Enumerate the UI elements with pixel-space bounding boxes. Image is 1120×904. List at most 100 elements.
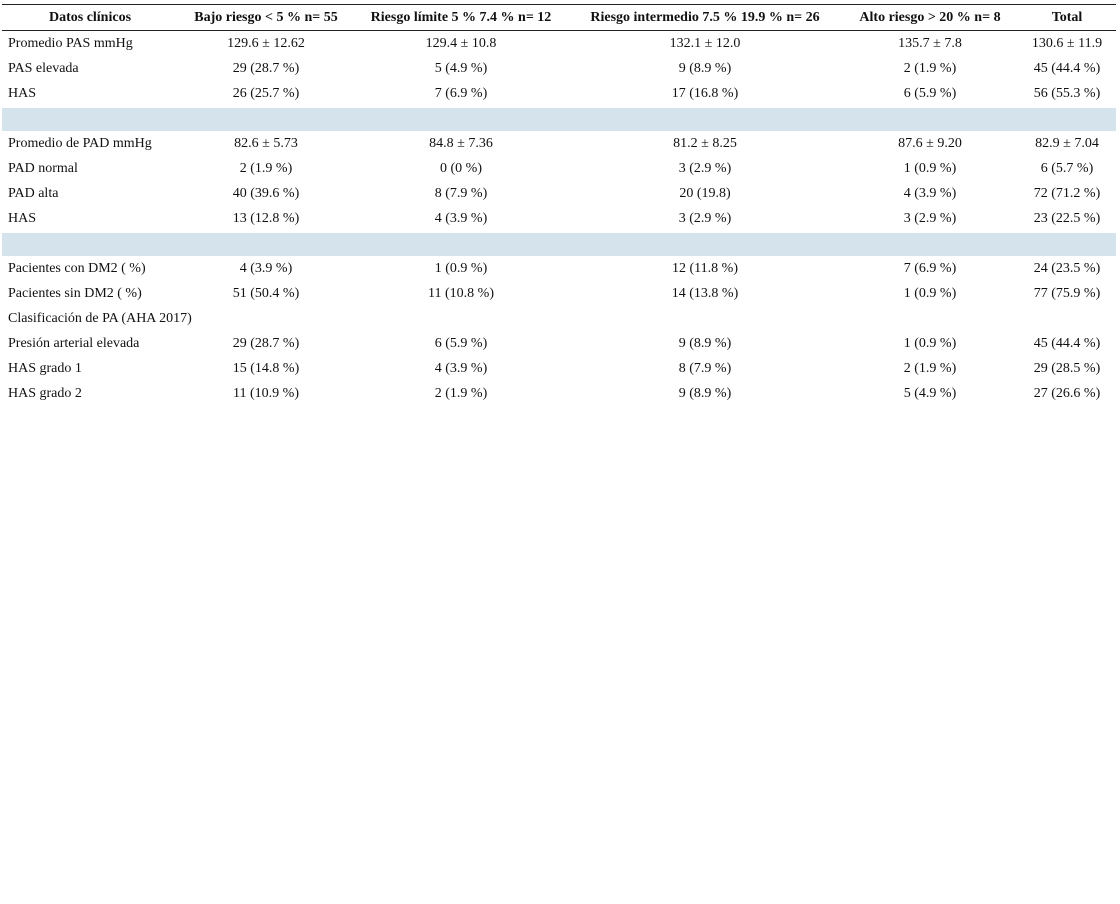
cell: 4 (3.9 %) (434, 210, 488, 226)
cell: 2 (1.9 %) (903, 60, 957, 76)
table-row: HAS 13 (12.8 %) 4 (3.9 %) 3 (2.9 %) 3 (2.9 %… (2, 206, 1116, 232)
cell: 20 (19.8) (679, 185, 731, 201)
table-row: PAD normal 2 (1.9 %) 0 (0 %) 3 (2.9 %) 1 (0.… (2, 156, 1116, 181)
cell: 7 (6.9 %) (903, 260, 957, 276)
row-label: Clasificación de PA (AHA 2017) (8, 310, 192, 326)
row-label: Promedio de PAD mmHg (8, 135, 152, 151)
cell: 3 (2.9 %) (903, 210, 957, 226)
cell: 12 (11.8 %) (672, 260, 738, 276)
header-cell: Datos clínicos (2, 4, 178, 31)
cell: 29 (28.7 %) (232, 335, 300, 351)
cell: 2 (1.9 %) (239, 160, 293, 176)
cell: 129.6 ± 12.62 (227, 35, 305, 51)
cell: 29 (28.7 %) (232, 60, 300, 76)
section-separator (2, 106, 1116, 131)
table-row: HAS grado 2 11 (10.9 %) 2 (1.9 %) 9 (8.9 %)… (2, 381, 1116, 406)
table-row: HAS 26 (25.7 %) 7 (6.9 %) 17 (16.8 %) 6 (5.9… (2, 81, 1116, 107)
cell: 1 (0.9 %) (903, 285, 957, 301)
cell: 26 (25.7 %) (232, 85, 300, 101)
cell: 45 (44.4 %) (1033, 335, 1101, 351)
cell: 40 (39.6 %) (232, 185, 300, 201)
cell: 23 (22.5 %) (1033, 210, 1101, 226)
table-row: Pacientes sin DM2 ( %) 51 (50.4 %) 11 (10.… (2, 281, 1116, 306)
cell: 8 (7.9 %) (434, 185, 488, 201)
header-cell: Alto riesgo > 20 % n= 8 (842, 4, 1018, 31)
header-cell: Total (1018, 4, 1116, 31)
cell: 77 (75.9 %) (1033, 285, 1101, 301)
cell: 3 (2.9 %) (678, 160, 732, 176)
cell: 4 (3.9 %) (903, 185, 957, 201)
cell: 7 (6.9 %) (434, 85, 488, 101)
table-row: Promedio PAS mmHg 129.6 ± 12.62 129.4 ± 10… (2, 31, 1116, 57)
cell: 24 (23.5 %) (1033, 260, 1101, 276)
table-body: Promedio PAS mmHg 129.6 ± 12.62 129.4 ± 10… (2, 31, 1116, 407)
cell: 3 (2.9 %) (678, 210, 732, 226)
cell: 9 (8.9 %) (678, 385, 732, 401)
cell: 51 (50.4 %) (232, 285, 300, 301)
cell: 81.2 ± 8.25 (673, 135, 737, 151)
table-row: Pacientes con DM2 ( %) 4 (3.9 %) 1 (0.9 %)… (2, 256, 1116, 281)
table-row: HAS grado 1 15 (14.8 %) 4 (3.9 %) 8 (7.9 %)… (2, 356, 1116, 381)
cell: 87.6 ± 9.20 (898, 135, 962, 151)
table-row: PAS elevada 29 (28.7 %) 5 (4.9 %) 9 (8.9 %)… (2, 56, 1116, 81)
cell: 84.8 ± 7.36 (429, 135, 493, 151)
table-row: Promedio de PAD mmHg 82.6 ± 5.73 84.8 ± 7.… (2, 131, 1116, 156)
row-label: PAD normal (8, 160, 78, 176)
cell: 2 (1.9 %) (434, 385, 488, 401)
cell: 0 (0 %) (440, 160, 482, 176)
cell: 1 (0.9 %) (903, 335, 957, 351)
row-label: Presión arterial elevada (8, 335, 140, 351)
cell: 14 (13.8 %) (671, 285, 739, 301)
row-label: HAS (8, 210, 37, 226)
table-row: Clasificación de PA (AHA 2017) (2, 306, 1116, 331)
cell: 129.4 ± 10.8 (425, 35, 497, 51)
cell: 27 (26.6 %) (1033, 385, 1101, 401)
cell: 9 (8.9 %) (678, 60, 732, 76)
row-label: HAS grado 1 (8, 360, 82, 376)
cell: 6 (5.9 %) (903, 85, 957, 101)
row-label: HAS (8, 85, 37, 101)
cell: 1 (0.9 %) (903, 160, 957, 176)
cell: 135.7 ± 7.8 (898, 35, 962, 51)
cell: 15 (14.8 %) (232, 360, 300, 376)
cell: 9 (8.9 %) (678, 335, 732, 351)
cell: 6 (5.7 %) (1040, 160, 1094, 176)
cell: 11 (10.8 %) (428, 285, 494, 301)
header-row: Datos clínicos Bajo riesgo < 5 % n= 55 Rie… (2, 4, 1116, 31)
row-label: PAD alta (8, 185, 59, 201)
cell: 130.6 ± 11.9 (1031, 35, 1103, 51)
header-cell: Riesgo límite 5 % 7.4 % n= 12 (354, 4, 568, 31)
header-cell: Bajo riesgo < 5 % n= 55 (178, 4, 354, 31)
cell: 132.1 ± 12.0 (669, 35, 741, 51)
row-label: Promedio PAS mmHg (8, 35, 133, 51)
cell: 13 (12.8 %) (232, 210, 300, 226)
cell: 1 (0.9 %) (434, 260, 488, 276)
cell: 5 (4.9 %) (903, 385, 957, 401)
cell: 2 (1.9 %) (903, 360, 957, 376)
cell: 29 (28.5 %) (1033, 360, 1101, 376)
cell: 72 (71.2 %) (1033, 185, 1101, 201)
table-row: PAD alta 40 (39.6 %) 8 (7.9 %) 20 (19.8) 4 (… (2, 181, 1116, 206)
row-label: HAS grado 2 (8, 385, 82, 401)
row-label: PAS elevada (8, 60, 79, 76)
cell: 17 (16.8 %) (671, 85, 739, 101)
cell: 82.6 ± 5.73 (234, 135, 298, 151)
table-row: Presión arterial elevada 29 (28.7 %) 6 (5.… (2, 331, 1116, 356)
header-cell: Riesgo intermedio 7.5 % 19.9 % n= 26 (568, 4, 842, 31)
cell: 56 (55.3 %) (1033, 85, 1101, 101)
cell: 4 (3.9 %) (434, 360, 488, 376)
clinical-table: Datos clínicos Bajo riesgo < 5 % n= 55 Rie… (2, 4, 1116, 406)
section-separator (2, 231, 1116, 256)
cell: 11 (10.9 %) (233, 385, 299, 401)
cell: 82.9 ± 7.04 (1035, 135, 1099, 151)
cell: 6 (5.9 %) (434, 335, 488, 351)
row-label: Pacientes sin DM2 ( %) (8, 285, 142, 301)
cell: 45 (44.4 %) (1033, 60, 1101, 76)
cell: 5 (4.9 %) (434, 60, 488, 76)
row-label: Pacientes con DM2 ( %) (8, 260, 146, 276)
separator-cell (2, 231, 1116, 256)
cell: 8 (7.9 %) (678, 360, 732, 376)
separator-cell (2, 106, 1116, 131)
cell: 4 (3.9 %) (239, 260, 293, 276)
